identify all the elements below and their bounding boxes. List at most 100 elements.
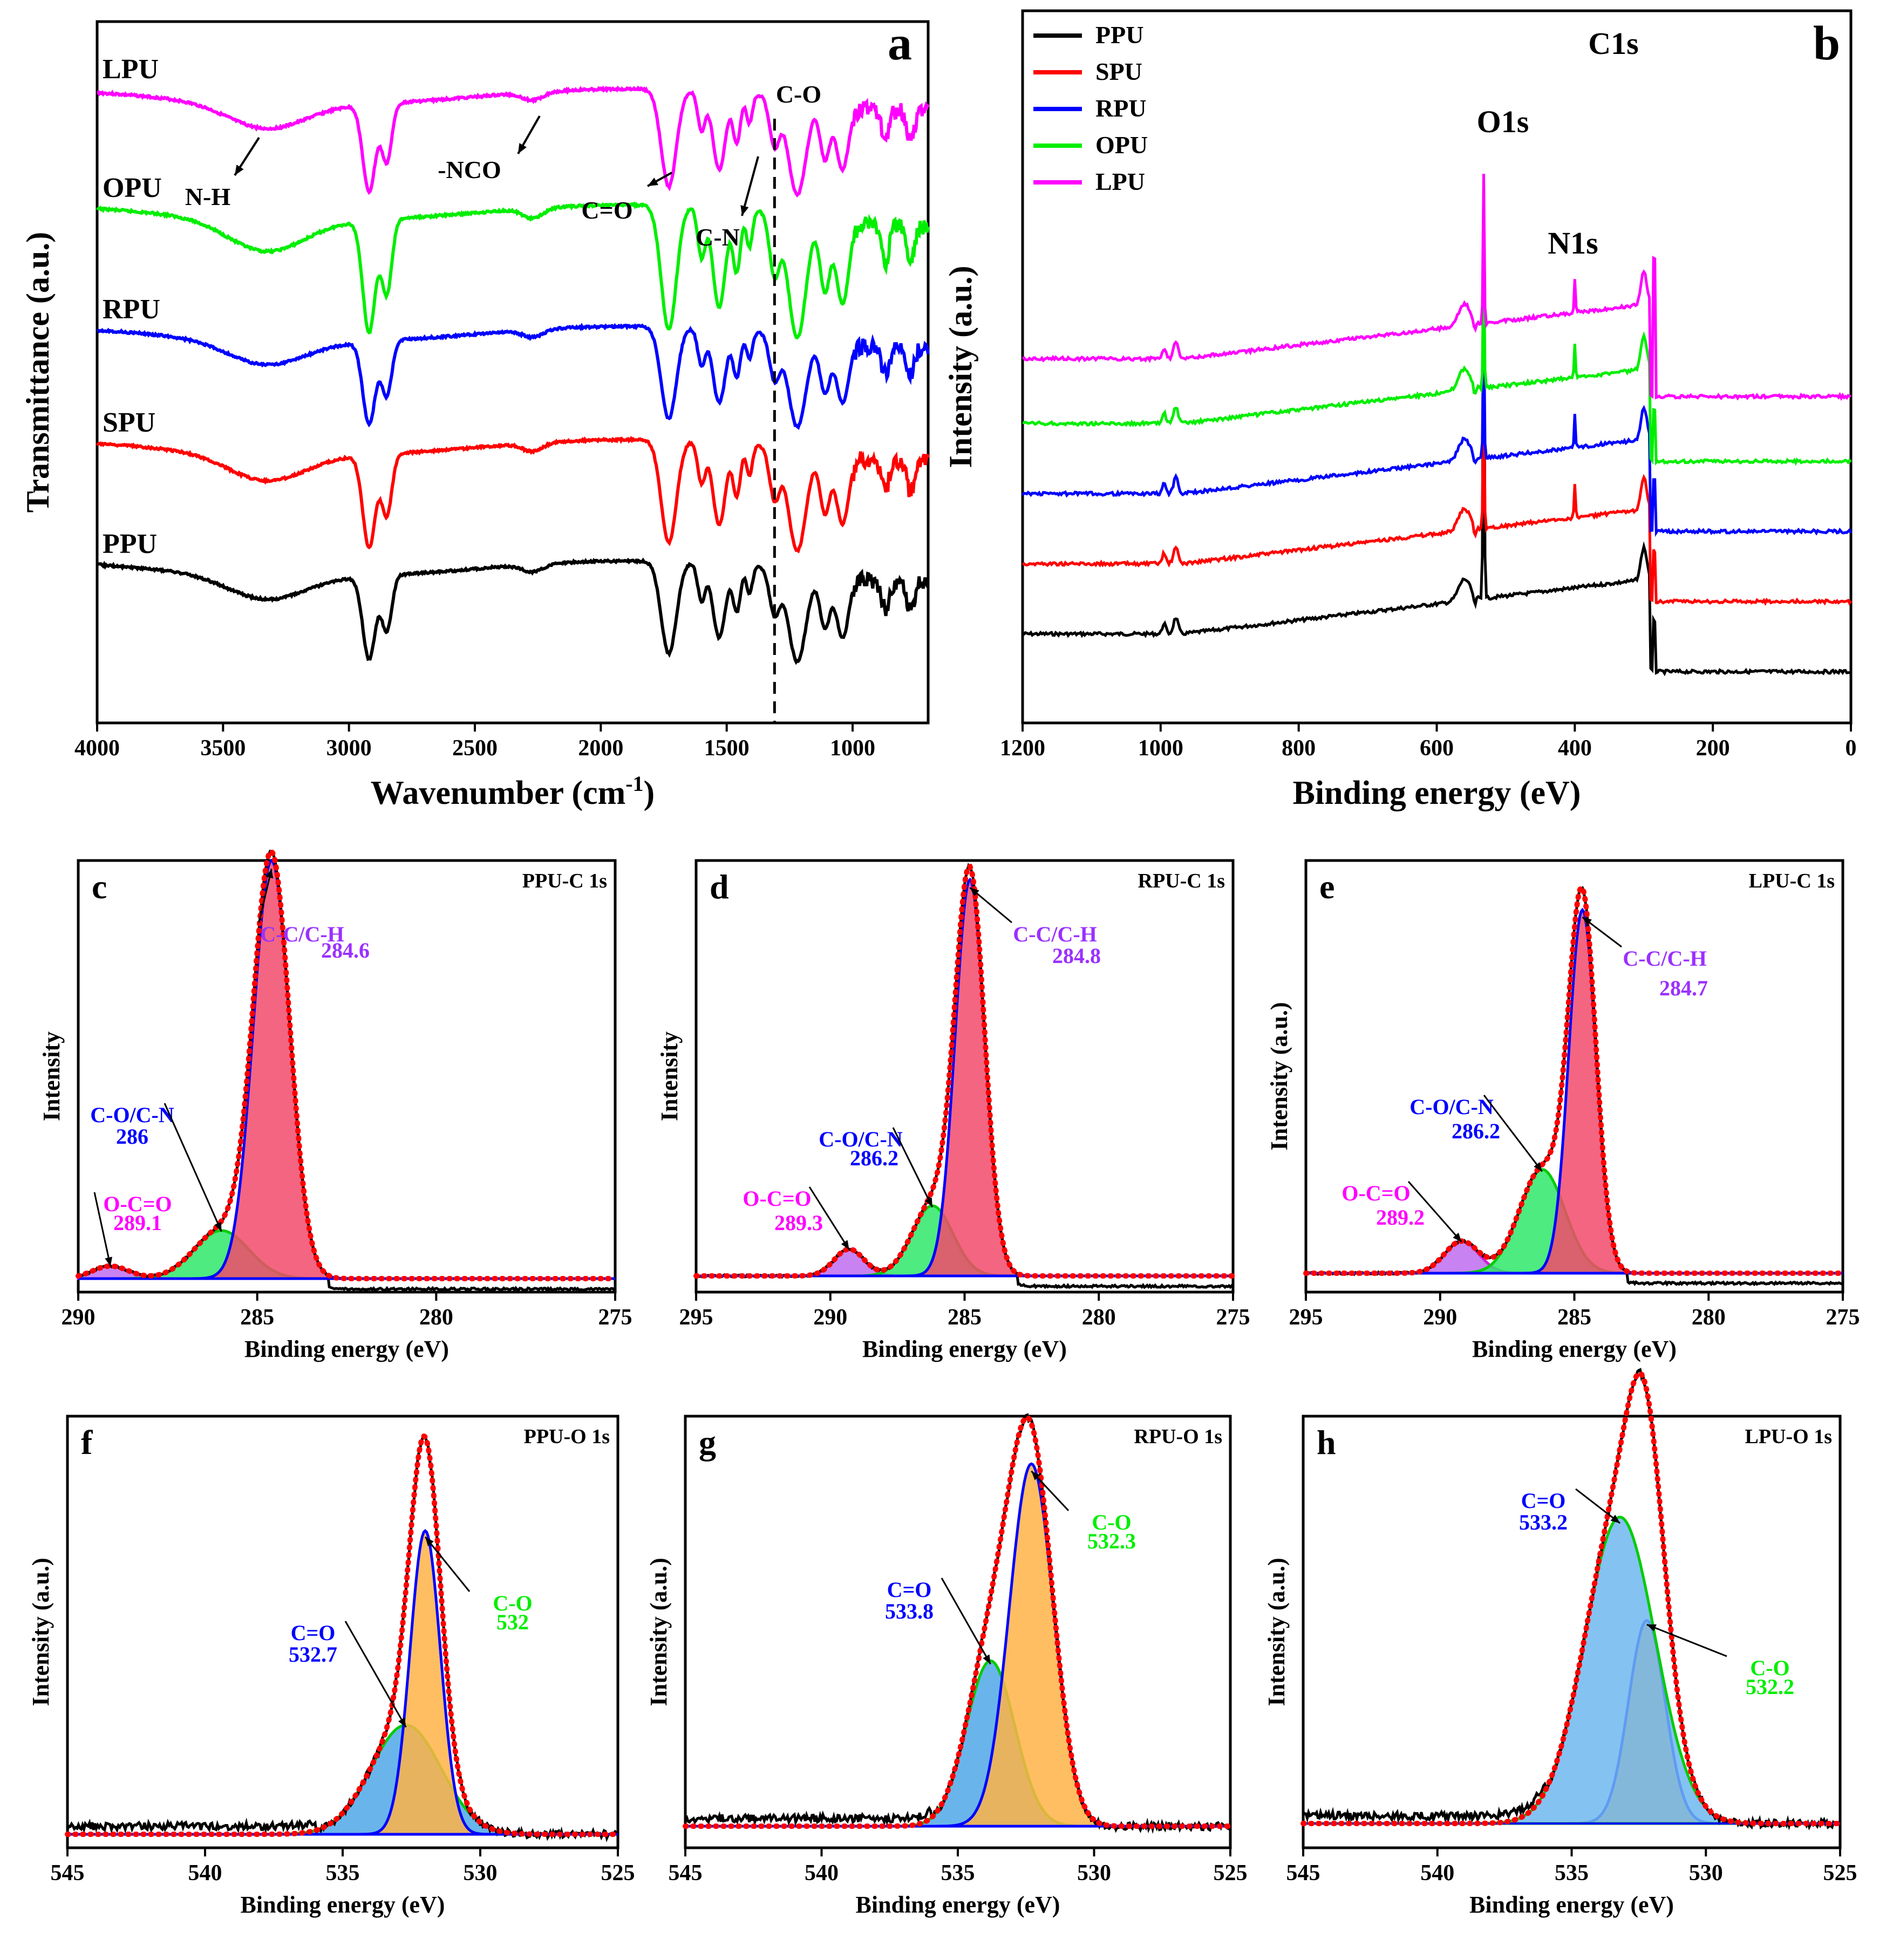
x-label-sup: -1	[625, 771, 643, 796]
panel-title: RPU-C 1s	[1138, 870, 1225, 892]
x-tick-label: 290	[1423, 1305, 1457, 1330]
component-center-label: 284.7	[1659, 976, 1708, 1000]
component-name-label: C-O	[493, 1591, 532, 1615]
arrow-head	[740, 205, 749, 216]
ftir-curve-spu	[96, 435, 930, 554]
x-label-main: Wavenumber (cm	[371, 775, 625, 811]
panel-title: LPU-C 1s	[1749, 870, 1835, 892]
arrow-head	[1646, 1624, 1657, 1631]
x-tick-label: 200	[1696, 736, 1730, 761]
x-axis-label: Binding energy (eV)	[1469, 1891, 1674, 1918]
x-tick-label: 1000	[1138, 736, 1183, 761]
x-tick-label: 535	[1555, 1861, 1589, 1886]
x-label-close: )	[644, 775, 655, 811]
component-name-label: C-O	[1092, 1510, 1131, 1534]
x-tick-label: 2000	[578, 736, 623, 761]
component-center-label: 286.2	[1452, 1119, 1500, 1143]
component-peak-c-o-c-n	[78, 1229, 615, 1280]
x-tick-label: 535	[941, 1861, 975, 1886]
component-center-label: 284.6	[321, 938, 370, 962]
component-center-label: 532.2	[1746, 1675, 1794, 1699]
panel-c: 290 285 280 275 Binding energy (eV) Intensity…	[38, 848, 632, 1362]
peak-label: N1s	[1548, 226, 1598, 261]
component-name-label: O-C=O	[1342, 1181, 1410, 1205]
plot-frame	[66, 1415, 619, 1849]
arrow-head	[105, 1256, 113, 1267]
survey-curve-ppu	[1022, 179, 1852, 677]
x-tick-label: 0	[1846, 736, 1857, 761]
legend-label: RPU	[1095, 94, 1147, 122]
survey-curve-rpu	[1021, 308, 1853, 537]
component-name-label: C-O	[1750, 1656, 1789, 1680]
fit-envelope-curve	[1303, 884, 1846, 1276]
x-tick-label: 3500	[200, 736, 246, 761]
x-tick-label: 280	[419, 1305, 453, 1330]
label-arrow	[808, 1186, 850, 1251]
label-arrow	[892, 1127, 934, 1208]
fit-envelope-curve	[693, 864, 1236, 1279]
x-tick-label: 1500	[704, 736, 750, 761]
panel-e: 295 290 285 280 275 Binding energy (eV) Intens…	[1266, 859, 1860, 1362]
arrow-head	[214, 1221, 222, 1232]
panel-d: 295 290 285 280 275 Binding energy (eV) Intens…	[656, 859, 1250, 1362]
panel-h: 545 540 535 530 525 Binding energy (eV) Intens…	[1263, 1368, 1857, 1918]
annotation-label: C-O	[776, 80, 821, 108]
series-label-opu: OPU	[103, 173, 162, 203]
y-axis-label: Intensity (a.u.)	[645, 1558, 672, 1706]
annotation-label: C-N	[696, 223, 740, 251]
ftir-curve-opu	[96, 201, 930, 340]
annotation-label: -NCO	[438, 156, 501, 183]
x-tick-label: 545	[1286, 1861, 1320, 1886]
component-center-label: 286	[116, 1124, 148, 1149]
component-center-label: 286.2	[850, 1146, 898, 1170]
label-arrow	[969, 887, 1012, 924]
component-name-label: O-C=O	[103, 1192, 172, 1216]
survey-curve-opu	[1022, 238, 1852, 466]
panel-letter: h	[1317, 1423, 1336, 1462]
panel-title: RPU-O 1s	[1134, 1425, 1222, 1448]
component-name-label: C-C/C-H	[1623, 946, 1707, 971]
fit-envelope-curve	[76, 848, 618, 1281]
ftir-curve-ppu	[97, 557, 929, 665]
x-axis-label: Binding energy (eV)	[862, 1336, 1067, 1362]
component-center-label: 532.7	[289, 1642, 337, 1667]
arrow-head	[235, 165, 244, 175]
annotation-label: C=O	[581, 196, 632, 224]
plot-frame	[96, 20, 930, 725]
component-peak-c-o	[67, 1723, 618, 1836]
x-axis-label: Binding energy (eV)	[856, 1891, 1060, 1918]
label-arrow	[164, 1103, 222, 1232]
component-peak-c-o	[67, 1529, 618, 1836]
label-arrow	[1407, 1181, 1462, 1242]
label-arrow	[344, 1621, 407, 1728]
x-tick-label: 525	[1214, 1861, 1248, 1886]
fit-envelope-curve	[65, 1432, 621, 1837]
panel-title: PPU-C 1s	[522, 870, 607, 892]
fit-envelope-curve	[683, 1415, 1233, 1829]
y-axis-label: Intensity (a.u.)	[1266, 1002, 1292, 1150]
ftir-curve-lpu	[97, 85, 930, 198]
plot-frame	[77, 859, 617, 1294]
x-tick-label: 400	[1558, 736, 1592, 761]
component-center-label: 289.2	[1376, 1205, 1425, 1230]
arrow-head	[1534, 1162, 1542, 1172]
y-axis-label: Intensity (a.u.)	[943, 265, 978, 468]
label-arrow	[941, 1577, 991, 1665]
x-tick-label: 285	[948, 1305, 982, 1330]
x-axis-label: Binding energy (eV)	[1472, 1336, 1677, 1362]
label-arrow	[1483, 1095, 1543, 1172]
y-axis-label: Intensity	[38, 1032, 65, 1121]
panel-title: PPU-O 1s	[524, 1425, 610, 1448]
arrow-head	[425, 1536, 434, 1547]
component-center-label: 533.8	[885, 1599, 934, 1623]
label-arrow	[93, 1192, 112, 1267]
annotation-arrow	[741, 156, 759, 216]
y-axis-label: Intensity	[656, 1032, 683, 1121]
component-name-label: C-O/C-N	[819, 1127, 903, 1151]
panel-a: 4000 3500 3000 2500 2000 1500 1000 Transmittanc…	[20, 17, 930, 811]
ftir-curve-rpu	[97, 323, 930, 430]
x-tick-label: 280	[1082, 1305, 1116, 1330]
panel-letter: a	[888, 17, 912, 70]
legend-label: SPU	[1095, 58, 1142, 85]
